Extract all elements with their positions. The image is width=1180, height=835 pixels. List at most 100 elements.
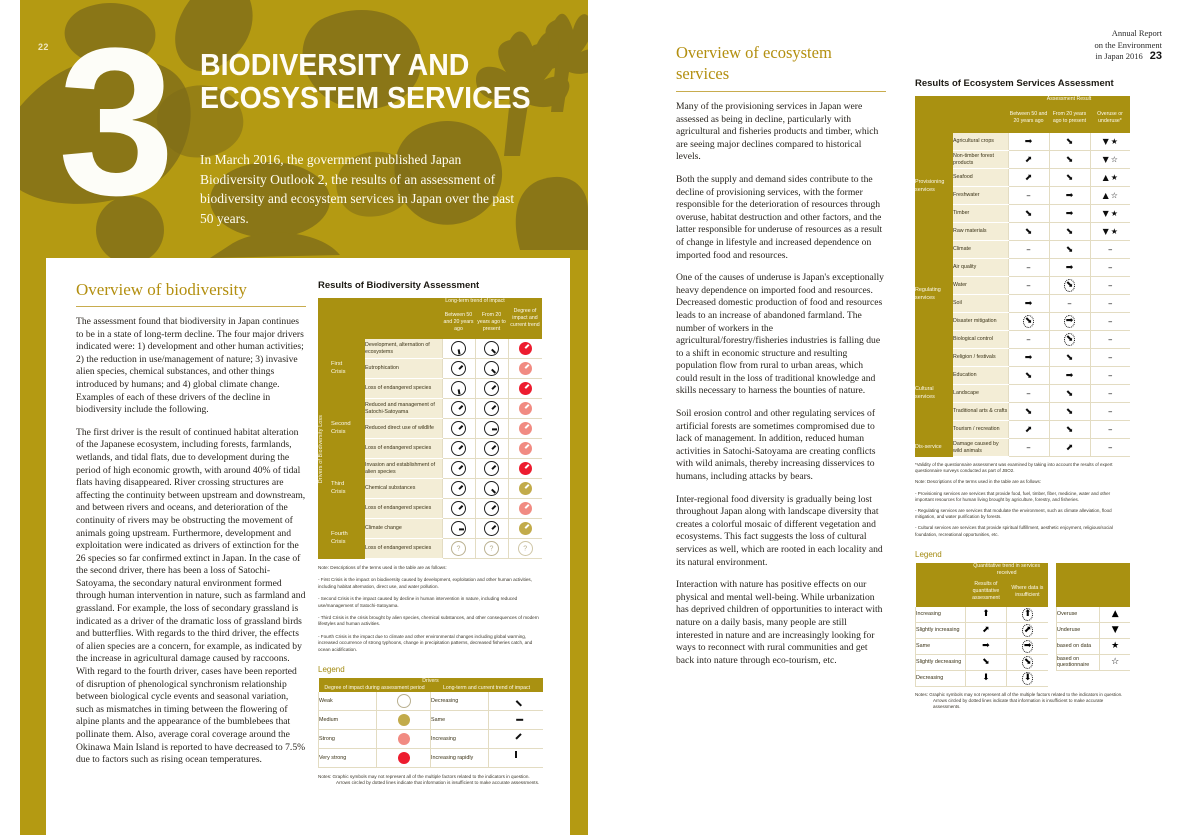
- chapter-title: BIODIVERSITY AND ECOSYSTEM SERVICES: [200, 48, 580, 114]
- dial-decreasing-icon: [484, 361, 499, 377]
- table-row: Loss of endangered species: [318, 378, 542, 399]
- service-item-label: Timber: [953, 204, 1008, 223]
- assessment-cell-2: ⬊: [1048, 348, 1090, 367]
- arrow-slightly-decreasing-icon: ⬊: [1024, 370, 1033, 381]
- assessment-cell-2: ⬊: [1048, 276, 1090, 295]
- table-row: Disaster mitigation ⬊ ➡ –: [915, 312, 1131, 331]
- section-rule: [76, 306, 306, 307]
- section-title-biodiversity: Overview of biodiversity: [76, 280, 247, 299]
- assessment-cell-3: –: [1089, 366, 1131, 385]
- ecosystem-legend-table: Quantitative trend in services received R…: [915, 562, 1130, 687]
- assessment-cell-1: –: [1007, 186, 1049, 205]
- assessment-cell-2: ⬊: [1048, 222, 1090, 241]
- driver-item-label: Loss of endangered species: [365, 378, 442, 399]
- dial-increasing-icon: [484, 401, 499, 417]
- assessment-cell-2: ⬊: [1048, 133, 1090, 151]
- legend-trend-label: Same: [430, 710, 489, 731]
- assessment-cell-3: –: [1089, 348, 1131, 367]
- degree-cell: [507, 438, 542, 459]
- table-row: Timber ⬊ ➡ ▼ ★: [915, 204, 1131, 223]
- degree-cell: [507, 498, 542, 519]
- body-paragraph: Interaction with nature has positive eff…: [676, 579, 883, 666]
- degree-cell: [507, 458, 542, 479]
- page-number-left: 22: [38, 42, 49, 52]
- assessment-cell-2: ➡: [1048, 366, 1090, 385]
- crisis-group-label: Third Crisis: [331, 458, 365, 519]
- arrow-decreasing-icon: ➡: [1024, 352, 1033, 363]
- trend-cell-2: [474, 378, 508, 399]
- col-header: From 20 years ago to present: [475, 305, 508, 339]
- arrow-slightly-decreasing-icon: ⬊: [1065, 424, 1074, 435]
- assessment-cell-1: ⬈: [1007, 420, 1049, 439]
- degree-cell: [507, 518, 542, 539]
- table-row: Third Crisis Invasion and establishment of…: [318, 458, 542, 519]
- table-row: Eutrophication: [318, 358, 542, 379]
- biodiversity-legend-table: Drivers Degree of impact during assessmen…: [318, 678, 543, 769]
- col-group-header: Assessment Result: [1008, 96, 1131, 103]
- crisis-group-label: Fourth Crisis: [331, 518, 365, 559]
- ecosystem-legend-notes: Notes: Graphic symbols may not represent…: [915, 692, 1130, 711]
- no-data-dash: –: [1108, 388, 1113, 399]
- dot-strong-icon: [518, 442, 532, 456]
- triangle-underuse-icon: ▼: [1102, 136, 1109, 146]
- legend-degree-swatch: [376, 748, 431, 769]
- dial-decreasing-icon: [484, 481, 499, 497]
- table-row: Water – ⬊ –: [915, 276, 1131, 295]
- legend-degree-label: Medium: [318, 710, 377, 731]
- header-line-3: in Japan 2016: [1095, 51, 1143, 61]
- arrow-slightly-decreasing-icon: ⬊: [1065, 136, 1074, 147]
- service-item-label: Disaster mitigation: [953, 312, 1008, 331]
- assessment-cell-1: –: [1007, 276, 1049, 295]
- chapter-title-line2: ECOSYSTEM SERVICES: [200, 80, 531, 115]
- dial-increasing-icon: [451, 361, 466, 377]
- biodiversity-notes: Note: Descriptions of the terms used in …: [318, 565, 542, 653]
- arrow-same-icon: ➡: [1024, 298, 1033, 309]
- legend-side-label: Overuse: [1055, 606, 1100, 623]
- degree-cell: [507, 538, 542, 559]
- legend-row: Slightly decreasing ⬊ ⬊ based on questionna…: [915, 654, 1130, 671]
- service-item-label: Non-timber forest products: [953, 150, 1008, 169]
- assessment-cell-2: ⬊: [1048, 402, 1090, 421]
- trend-cell-2: [474, 518, 508, 539]
- assessment-cell-1: ➡: [1007, 133, 1049, 151]
- assessment-cell-1: ⬊: [1007, 402, 1049, 421]
- assessment-cell-2: ➡: [1048, 258, 1090, 277]
- no-data-dash: –: [1108, 334, 1113, 345]
- table-row: Air quality – ➡ –: [915, 258, 1131, 277]
- note-line: *Validity of the questionnaire assessmen…: [915, 462, 1113, 474]
- driver-item-label: Climate change: [365, 518, 442, 539]
- dial-down-icon: [451, 341, 466, 357]
- assessment-cell-2: ⬊: [1048, 330, 1090, 349]
- arrow-slightly-decreasing-icon: ⬊: [1065, 280, 1074, 290]
- assessment-cell-2: ⬊: [1048, 384, 1090, 403]
- ecosystem-table-title: Results of Ecosystem Services Assessment: [915, 78, 1114, 89]
- col-header: Between 50 and 20 years ago: [1008, 103, 1049, 133]
- assessment-cell-3: –: [1089, 294, 1131, 313]
- no-data-dash: –: [1026, 334, 1031, 345]
- running-header: Annual Report on the Environment in Japa…: [1094, 28, 1162, 63]
- legend-degree-label: Weak: [318, 692, 377, 712]
- legend-row: Weak Decreasing: [318, 692, 543, 712]
- service-item-label: Education: [953, 366, 1008, 385]
- dial-increasing-icon: [451, 481, 466, 497]
- degree-cell: [507, 378, 542, 399]
- note-line: - First Crisis is the impact on biodiver…: [318, 577, 532, 589]
- service-category-label: Dis-service: [915, 438, 953, 457]
- trend-cell-2: [474, 358, 508, 379]
- dot-very-strong-icon: [518, 462, 532, 476]
- table-corner: [318, 298, 442, 339]
- col-group-header: Long-term trend of impact: [442, 298, 508, 305]
- assessment-cell-3: –: [1089, 258, 1131, 277]
- legend-arrow-down-right-icon: ⬊: [964, 654, 1007, 671]
- legend-degree-label: Very strong: [318, 748, 377, 769]
- legend-note-line: Notes: Graphic symbols may not represent…: [318, 774, 530, 780]
- trend-cell-2: [474, 478, 508, 499]
- chapter-lede: In March 2016, the government published …: [200, 152, 515, 226]
- assessment-cell-3: –: [1089, 312, 1131, 331]
- assessment-cell-1: –: [1007, 240, 1049, 259]
- dotted-circle-insufficient-data: ⬊: [1063, 279, 1076, 292]
- legend-trend-label: Slightly increasing: [915, 622, 966, 639]
- assessment-cell-2: ⬊: [1048, 168, 1090, 187]
- col-header: Overuse or underuse*: [1090, 103, 1131, 133]
- trend-cell-1: [441, 498, 475, 519]
